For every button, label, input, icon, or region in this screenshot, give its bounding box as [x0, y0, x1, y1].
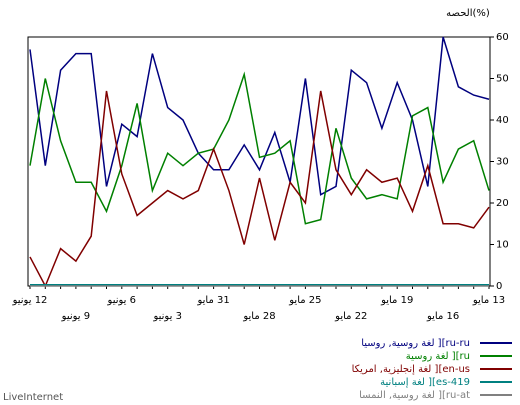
footer: LiveInternet: [3, 392, 63, 403]
x-tick-label: 3 يونيو: [152, 311, 181, 322]
x-tick-label: 6 يونيو: [107, 295, 136, 306]
y-tick-label: 10: [496, 240, 509, 251]
series-line: [29, 36, 490, 196]
series-line: [29, 90, 490, 288]
legend-label: لغة روسية ][ru: [406, 351, 470, 362]
series-line: [29, 71, 490, 225]
x-tick-label: 19 مايو: [380, 295, 413, 306]
chart-title: الحصه(%): [446, 8, 490, 19]
legend-label: لغة إسبانية ][es-419: [380, 377, 470, 388]
x-tick-label: 25 مايو: [288, 295, 321, 306]
y-tick-label: 30: [496, 157, 509, 168]
y-tick-label: 20: [496, 198, 509, 209]
legend-label: لغة روسية, النمسا ][ru-at: [359, 390, 470, 401]
y-tick-label: 60: [496, 32, 509, 43]
legend-label: لغة روسية, روسيا ][ru-ru: [361, 338, 470, 349]
plot-frame: [27, 36, 491, 287]
x-tick-label: 9 يونيو: [61, 311, 90, 322]
x-tick-label: 22 مايو: [334, 311, 367, 322]
x-tick-label: 13 مايو: [472, 295, 505, 306]
y-tick-label: 40: [496, 115, 509, 126]
x-tick-label: 16 مايو: [426, 311, 459, 322]
x-tick-label: 28 مايو: [242, 311, 275, 322]
x-tick-label: 12 يونيو: [12, 295, 48, 306]
y-tick-label: 50: [496, 74, 509, 85]
legend-label: لغة إنجليزية, امريكا ][en-us: [352, 364, 470, 375]
x-tick-label: 31 مايو: [196, 295, 229, 306]
y-tick-label: 0: [496, 281, 502, 292]
